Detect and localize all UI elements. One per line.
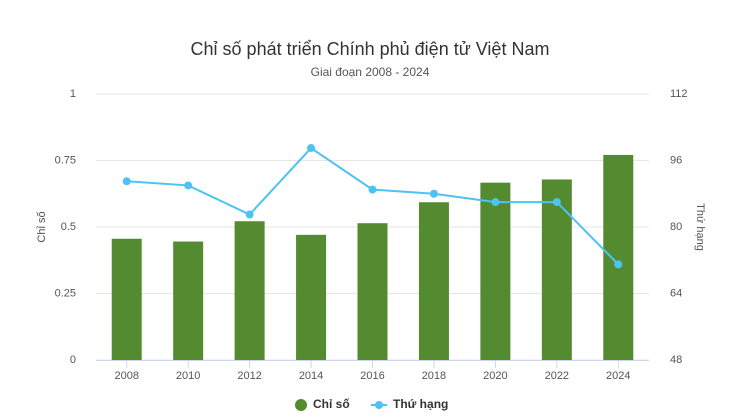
x-tick-label: 2010: [176, 370, 200, 382]
bar: [296, 234, 327, 360]
point: [614, 260, 623, 269]
chart-subtitle: Giai đoạn 2008 - 2024: [311, 65, 430, 79]
legend-marker: [375, 401, 383, 409]
chart-title: Chỉ số phát triển Chính phủ điện tử Việt…: [191, 39, 550, 59]
y-axis-title: Chỉ số: [36, 211, 48, 242]
y2-tick-label: 96: [670, 154, 682, 166]
point: [307, 144, 316, 153]
bar: [173, 241, 204, 360]
y2-tick-label: 112: [670, 88, 688, 100]
bar: [234, 221, 265, 360]
x-tick-label: 2020: [483, 370, 507, 382]
bar: [603, 154, 634, 360]
x-tick-label: 2022: [545, 370, 569, 382]
y-tick-label: 0.75: [55, 154, 76, 166]
x-tick-label: 2012: [237, 370, 261, 382]
y-tick-label: 0: [70, 354, 76, 366]
legend-label: Chỉ số: [313, 397, 350, 411]
bar: [480, 182, 511, 360]
point: [552, 198, 561, 207]
x-tick-label: 2016: [360, 370, 384, 382]
point: [245, 210, 254, 219]
y2-tick-label: 80: [670, 221, 682, 233]
point: [429, 189, 438, 198]
legend-label: Thứ hạng: [393, 397, 448, 411]
y-tick-label: 1: [70, 88, 76, 100]
y2-tick-label: 64: [670, 287, 682, 299]
bar: [541, 179, 572, 360]
point: [122, 177, 131, 186]
x-tick-label: 2024: [606, 370, 630, 382]
point: [491, 198, 500, 207]
x-tick-label: 2014: [299, 370, 323, 382]
bar: [357, 223, 388, 360]
y-tick-label: 0.25: [55, 287, 76, 299]
x-tick-label: 2008: [114, 370, 138, 382]
y2-tick-label: 48: [670, 354, 682, 366]
x-tick-label: 2018: [422, 370, 446, 382]
point: [368, 185, 377, 194]
point: [184, 181, 193, 190]
y-tick-label: 0.5: [61, 221, 76, 233]
bar: [418, 202, 449, 360]
legend-marker: [295, 399, 307, 411]
y2-axis-title: Thứ hạng: [694, 203, 706, 251]
bar: [111, 238, 142, 360]
